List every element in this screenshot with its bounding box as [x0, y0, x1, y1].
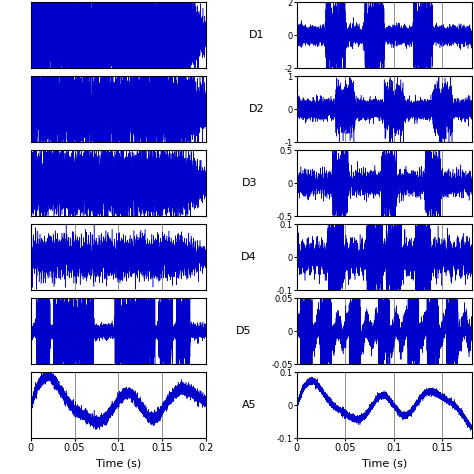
X-axis label: Time (s): Time (s): [362, 458, 407, 468]
Y-axis label: D5: D5: [236, 327, 252, 337]
Y-axis label: D2: D2: [249, 104, 265, 114]
Y-axis label: A5: A5: [242, 401, 257, 410]
X-axis label: Time (s): Time (s): [96, 458, 141, 468]
Y-axis label: D1: D1: [249, 30, 265, 40]
Y-axis label: D3: D3: [241, 178, 257, 188]
Y-axis label: D4: D4: [241, 253, 257, 263]
